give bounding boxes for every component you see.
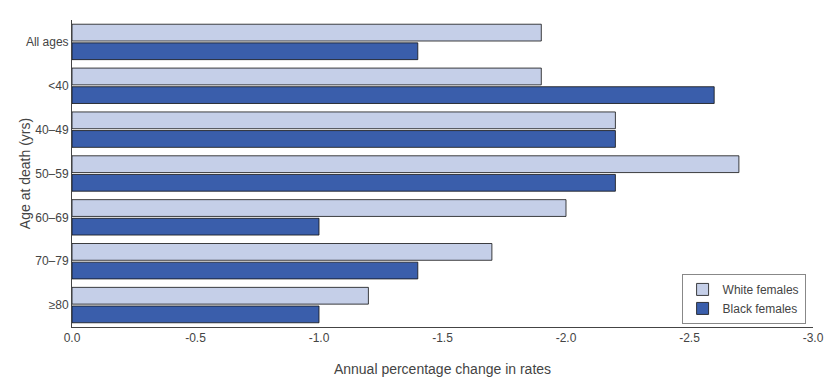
svg-text:-1.0: -1.0: [309, 331, 330, 345]
svg-text:60–69: 60–69: [35, 211, 69, 225]
svg-text:Annual percentage change in ra: Annual percentage change in rates: [334, 361, 551, 377]
svg-text:Black females: Black females: [723, 302, 798, 316]
svg-text:-1.5: -1.5: [432, 331, 453, 345]
svg-text:40–49: 40–49: [35, 123, 69, 137]
svg-text:Age at death (yrs): Age at death (yrs): [17, 118, 33, 229]
svg-text:70–79: 70–79: [35, 254, 69, 268]
svg-text:All ages: All ages: [26, 35, 69, 49]
svg-text:-2.0: -2.0: [556, 331, 577, 345]
svg-text:-3.0: -3.0: [803, 331, 824, 345]
svg-text:-0.5: -0.5: [185, 331, 206, 345]
svg-text:≥80: ≥80: [49, 298, 69, 312]
svg-text:-2.5: -2.5: [679, 331, 700, 345]
svg-text:0.0: 0.0: [64, 331, 81, 345]
svg-text:<40: <40: [48, 79, 69, 93]
svg-text:50–59: 50–59: [35, 167, 69, 181]
svg-text:White females: White females: [723, 283, 799, 297]
